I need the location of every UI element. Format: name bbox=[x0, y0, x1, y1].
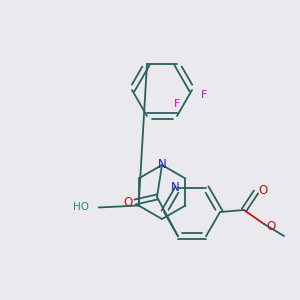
Text: F: F bbox=[201, 90, 207, 100]
Text: O: O bbox=[123, 196, 133, 208]
Text: N: N bbox=[158, 158, 166, 172]
Text: O: O bbox=[266, 220, 276, 232]
Text: HO: HO bbox=[73, 202, 88, 212]
Text: F: F bbox=[174, 99, 180, 109]
Text: O: O bbox=[258, 184, 268, 197]
Text: N: N bbox=[171, 181, 179, 194]
